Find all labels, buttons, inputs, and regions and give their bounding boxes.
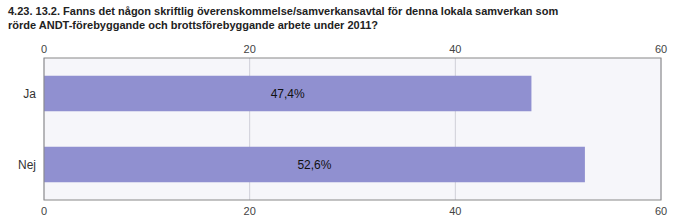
bars xyxy=(44,76,585,183)
plot-background xyxy=(44,58,661,200)
title: 4.23. 13.2. Fanns det någon skriftlig öv… xyxy=(8,5,558,31)
chart-svg: 4.23. 13.2. Fanns det någon skriftlig öv… xyxy=(0,0,681,224)
x-tick-label-bottom: 20 xyxy=(244,205,256,217)
plot-frame xyxy=(44,58,661,200)
x-tick-label-top: 0 xyxy=(41,43,47,55)
x-tick-label-top: 60 xyxy=(655,43,667,55)
x-tick-label-top: 20 xyxy=(244,43,256,55)
chart-container: 4.23. 13.2. Fanns det någon skriftlig öv… xyxy=(0,0,681,224)
x-tick-label-bottom: 60 xyxy=(655,205,667,217)
bar xyxy=(44,147,585,183)
x-tick-label-top: 40 xyxy=(449,43,461,55)
y-tick-label: Ja xyxy=(23,87,36,101)
grid xyxy=(44,58,661,200)
data-label: 52,6% xyxy=(297,158,331,172)
data-label: 47,4% xyxy=(271,87,305,101)
bar xyxy=(44,76,531,112)
x-tick-label-bottom: 40 xyxy=(449,205,461,217)
y-tick-label: Nej xyxy=(18,158,36,172)
x-tick-label-bottom: 0 xyxy=(41,205,47,217)
